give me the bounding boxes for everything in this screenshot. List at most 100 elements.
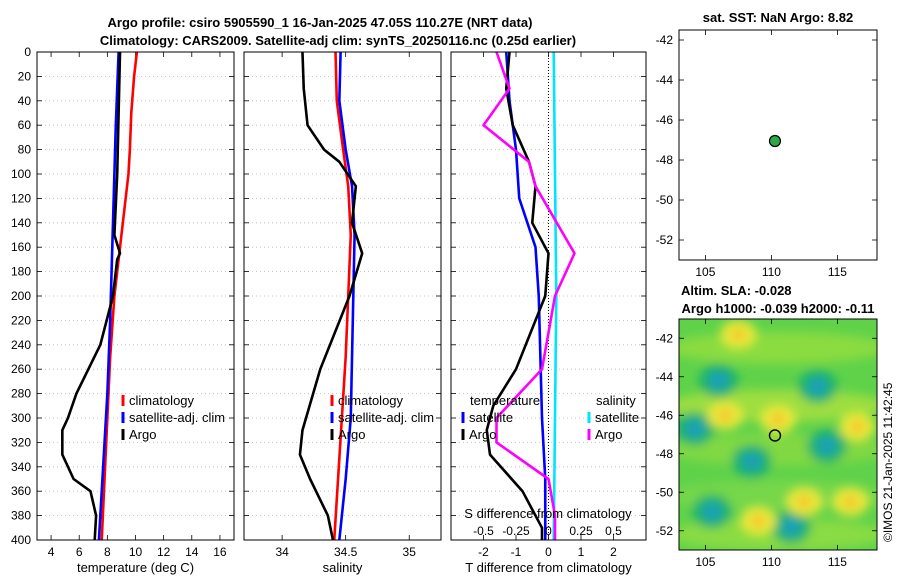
- x-tick-label: 12: [157, 545, 171, 559]
- sla-low-core: [816, 437, 837, 456]
- sla-low-core: [741, 452, 762, 471]
- x-tick-label: -2: [478, 545, 489, 559]
- y-tick-label: 220: [11, 313, 31, 327]
- y-tick-label: 280: [11, 387, 31, 401]
- legend-temp-argo-label: Argo: [469, 427, 496, 442]
- sla-high-core: [718, 409, 733, 422]
- y-tick-label: -46: [656, 113, 674, 127]
- sla-high-core: [751, 515, 766, 528]
- legend-salinity-heading: salinity: [596, 393, 636, 408]
- series-line-temperature-argo: [485, 51, 550, 540]
- x-tick-label: 1: [578, 545, 585, 559]
- y-tick-label: 240: [11, 338, 31, 352]
- argo-position-marker: [768, 429, 782, 442]
- sla-map-panel: Altim. SLA: -0.028 Argo h1000: -0.039 h20…: [656, 283, 878, 569]
- top-x-axis-label: S difference from climatology: [464, 506, 632, 521]
- top-x-tick-label: 0.5: [605, 524, 622, 538]
- series-line-satellite-adj-clim: [338, 51, 356, 541]
- y-tick-label: 360: [11, 484, 31, 498]
- y-tick-label: 80: [18, 143, 32, 157]
- legend-sal-argo-label: Argo: [595, 427, 622, 442]
- sla-high-core: [771, 413, 785, 426]
- legend-temp-satellite-label: satellite: [469, 410, 513, 425]
- x-tick-label: 14: [185, 545, 199, 559]
- y-tick-label: 120: [11, 191, 31, 205]
- x-tick-label: 16: [213, 545, 227, 559]
- x-tick-label: 10: [129, 545, 143, 559]
- y-tick-label: -42: [656, 331, 674, 345]
- series-line-satellite-adj-clim: [97, 51, 120, 541]
- x-tick-label: 8: [104, 545, 111, 559]
- x-axis-label: salinity: [323, 560, 363, 575]
- y-tick-label: 100: [11, 167, 31, 181]
- x-tick-label: -1: [511, 545, 522, 559]
- series-line-salinity-argo: [482, 51, 576, 540]
- sla-low-core: [807, 377, 828, 396]
- sla-field: [679, 320, 877, 550]
- legend-sal-satellite-label: satellite: [595, 410, 639, 425]
- y-tick-label: 340: [11, 460, 31, 474]
- y-tick-label: 20: [18, 69, 32, 83]
- sst-title: sat. SST: NaN Argo: 8.82: [703, 10, 854, 25]
- legend-argo-label: Argo: [338, 427, 365, 442]
- series-line-argo: [298, 51, 364, 541]
- temperature-panel: 0 20 40 60 80 100 120 140 160 180 200 220 240 260 280 3…: [11, 45, 235, 575]
- x-tick-label: 115: [828, 265, 847, 279]
- top-x-tick-label: 0: [545, 524, 552, 538]
- sst-map-panel: sat. SST: NaN Argo: 8.82 -42 -44 -46 -48 -50 -…: [656, 10, 878, 279]
- x-tick-label: 115: [828, 555, 847, 569]
- figure-title-line2: Climatology: CARS2009. Satellite-adj cli…: [100, 33, 576, 48]
- y-tick-label: 140: [11, 216, 31, 230]
- axes-frame: [678, 318, 878, 551]
- y-tick-label: 180: [11, 265, 31, 279]
- y-tick-label: 60: [18, 118, 32, 132]
- x-tick-label: 35: [403, 545, 417, 559]
- sla-low-core: [684, 419, 705, 438]
- y-tick-label: -52: [656, 524, 674, 538]
- x-tick-label: 34.5: [334, 545, 358, 559]
- sla-low-core: [708, 371, 729, 390]
- x-axis-label: T difference from climatology: [465, 560, 632, 575]
- y-tick-label: -44: [656, 73, 674, 87]
- y-tick-label: -50: [656, 485, 674, 499]
- y-tick-label: -52: [656, 233, 674, 247]
- sla-low-core: [781, 517, 802, 536]
- x-tick-label: 34: [275, 545, 289, 559]
- x-tick-label: 105: [695, 555, 715, 569]
- sla-high-core: [850, 420, 865, 433]
- difference-panel: -2 -1 0 1 2T difference from climatology S di…: [450, 51, 647, 575]
- y-tick-label: 40: [18, 94, 32, 108]
- top-x-tick-label: 0.25: [569, 524, 593, 538]
- figure-title-line1: Argo profile: csiro 5905590_1 16-Jan-202…: [108, 15, 533, 30]
- x-axis-label: temperature (deg C): [77, 560, 194, 575]
- axes-frame: [243, 51, 442, 541]
- sla-high-core: [731, 328, 746, 341]
- series-line-argo: [61, 51, 122, 541]
- x-tick-label: 4: [48, 545, 55, 559]
- axes-frame: [36, 51, 235, 541]
- sla-title-line1: Altim. SLA: -0.028: [681, 283, 792, 298]
- sla-high-core: [797, 495, 812, 508]
- y-tick-label: 160: [11, 240, 31, 254]
- y-tick-label: -48: [656, 447, 674, 461]
- y-tick-label: -44: [656, 370, 674, 384]
- x-tick-label: 2: [610, 545, 617, 559]
- series-line-climatology: [332, 51, 353, 541]
- sla-heatmap: [679, 319, 877, 550]
- legend-temperature-heading: temperature: [470, 393, 540, 408]
- legend-satellite-clim-label: satellite-adj. clim: [129, 410, 225, 425]
- y-tick-label: -42: [656, 33, 674, 47]
- y-tick-label: -50: [656, 193, 674, 207]
- legend-satellite-clim-label: satellite-adj. clim: [338, 410, 434, 425]
- salinity-panel: 34 34.5 35 salinity climatology satellite-adj…: [243, 51, 442, 575]
- x-tick-label: 105: [695, 265, 715, 279]
- argo-position-marker: [768, 134, 782, 148]
- series-line-climatology: [100, 51, 139, 541]
- legend-climatology-label: climatology: [129, 393, 195, 408]
- x-tick-label: 0: [545, 545, 552, 559]
- sla-low-core: [702, 502, 722, 521]
- legend-argo-label: Argo: [129, 427, 156, 442]
- y-tick-label: 300: [11, 411, 31, 425]
- y-tick-label: -46: [656, 408, 674, 422]
